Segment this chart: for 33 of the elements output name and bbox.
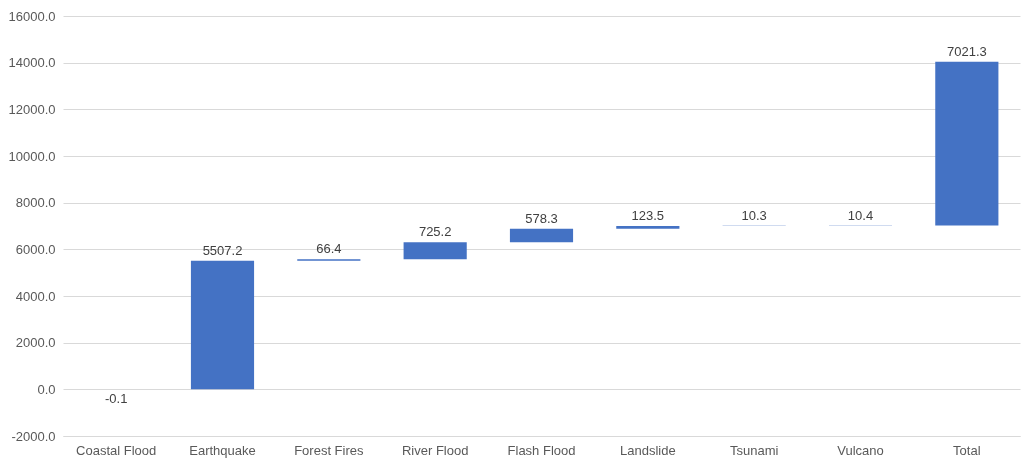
data-label: -0.1	[104, 391, 128, 407]
y-tick-label: 12000.0	[8, 101, 56, 117]
bar	[509, 228, 574, 243]
data-label: 578.3	[525, 210, 558, 226]
y-tick-label: 2000.0	[15, 335, 56, 351]
data-label: 66.4	[316, 241, 342, 257]
bar	[935, 61, 999, 226]
y-tick-label: 6000.0	[15, 241, 56, 257]
y-tick-label: 8000.0	[15, 195, 56, 211]
data-label: 5507.2	[202, 242, 243, 258]
x-tick-label: Total	[953, 442, 981, 458]
x-tick-label: Forest Fires	[294, 442, 364, 458]
y-tick-label: 0.0	[37, 381, 56, 397]
data-label: 123.5	[631, 207, 665, 223]
y-tick-label: 16000.0	[8, 8, 56, 24]
y-tick-label: 4000.0	[15, 288, 56, 304]
data-label: 10.3	[741, 207, 767, 223]
bar	[403, 242, 467, 260]
x-tick-label: Landslide	[620, 442, 676, 458]
x-tick-label: River Flood	[401, 442, 469, 458]
data-label: 10.4	[847, 207, 874, 223]
y-tick-label: 14000.0	[8, 55, 56, 71]
data-label: 725.2	[418, 224, 452, 240]
x-tick-label: Coastal Flood	[76, 442, 157, 458]
bar	[616, 225, 680, 229]
data-label: 7021.3	[946, 43, 987, 59]
y-tick-label: -2000.0	[11, 428, 56, 444]
x-tick-label: Tsunami	[729, 442, 779, 458]
x-tick-label: Earthquake	[189, 442, 256, 458]
bar	[190, 260, 255, 390]
x-tick-label: Vulcano	[837, 442, 884, 458]
x-tick-label: Flash Flood	[507, 442, 576, 458]
y-tick-label: 10000.0	[8, 148, 56, 164]
